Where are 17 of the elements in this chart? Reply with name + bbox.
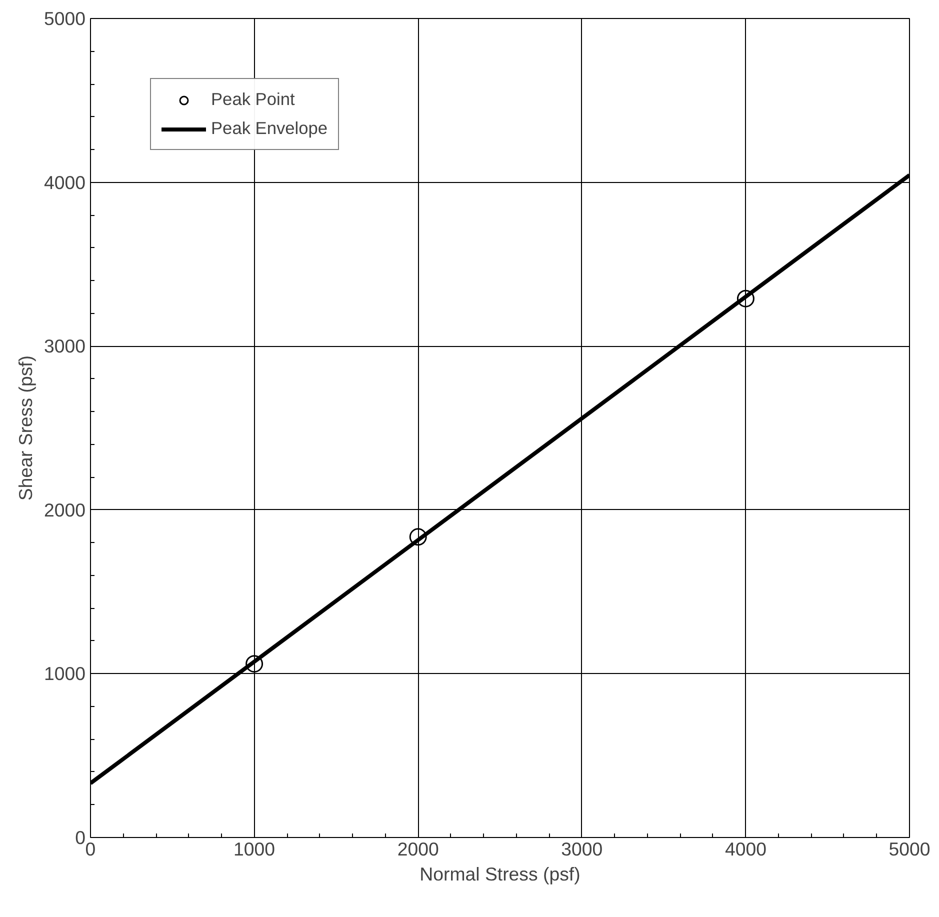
x-tick-label: 1000: [234, 838, 276, 860]
point: [409, 528, 427, 546]
y-tick-label: 5000: [44, 8, 86, 29]
y-tick-label: 3000: [44, 336, 86, 357]
x-axis-title: Normal Stress (psf): [420, 864, 580, 884]
y-tick-label: 2000: [44, 499, 86, 520]
x-tick-label: 5000: [888, 838, 930, 860]
x-tick-label: 3000: [561, 838, 603, 860]
legend-label: Peak Point: [211, 89, 295, 110]
point: [736, 290, 754, 308]
x-tick-label: 4000: [724, 838, 766, 860]
x-tick-label: 2000: [397, 838, 439, 860]
y-tick-label: 4000: [44, 172, 86, 193]
point: [246, 655, 264, 673]
y-axis-title: Shear Sress (psf): [14, 355, 36, 501]
legend-label: Peak Envelope: [211, 118, 328, 139]
y-tick-label: 1000: [44, 663, 86, 684]
